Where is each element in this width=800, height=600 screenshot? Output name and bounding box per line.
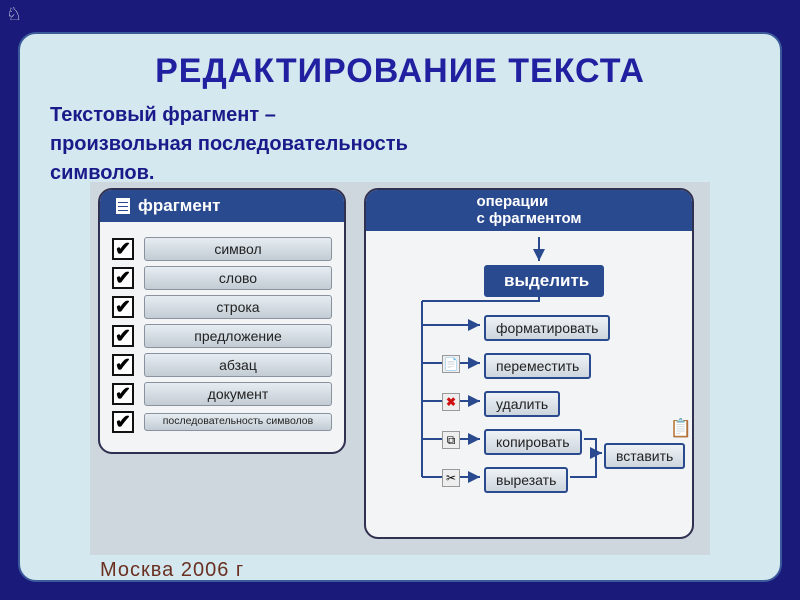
- checkbox-icon[interactable]: ✔: [112, 296, 134, 318]
- diagram: фрагмент ✔ символ ✔ слово ✔ строка: [90, 182, 710, 555]
- copy-icon: ⧉: [442, 431, 460, 449]
- subtitle-block: Текстовый фрагмент – произвольная послед…: [50, 103, 750, 186]
- node-copy[interactable]: копировать: [484, 429, 582, 455]
- move-icon: 📄: [442, 355, 460, 373]
- operations-card: операции с фрагментом: [364, 188, 694, 539]
- flowchart: выделить форматировать переместить удали…: [374, 235, 684, 525]
- subtitle-line: Текстовый фрагмент –: [50, 103, 750, 128]
- node-delete[interactable]: удалить: [484, 391, 560, 417]
- paste-icon: 📋: [672, 419, 690, 437]
- fragment-card-header: фрагмент: [100, 190, 344, 222]
- operations-card-header: операции с фрагментом: [366, 190, 692, 231]
- fragment-card: фрагмент ✔ символ ✔ слово ✔ строка: [98, 188, 346, 454]
- node-cut[interactable]: вырезать: [484, 467, 568, 493]
- list-item: ✔ абзац: [112, 353, 332, 377]
- checkbox-icon[interactable]: ✔: [112, 411, 134, 433]
- checkbox-icon[interactable]: ✔: [112, 238, 134, 260]
- list-item: ✔ предложение: [112, 324, 332, 348]
- item-label: документ: [144, 382, 332, 406]
- checkbox-icon[interactable]: ✔: [112, 325, 134, 347]
- item-label: строка: [144, 295, 332, 319]
- node-move[interactable]: переместить: [484, 353, 591, 379]
- cut-icon: ✂: [442, 469, 460, 487]
- fragment-header-label: фрагмент: [138, 196, 220, 216]
- footer: Москва 2006 г: [100, 559, 244, 582]
- checkbox-icon[interactable]: ✔: [112, 354, 134, 376]
- node-paste[interactable]: вставить: [604, 443, 685, 469]
- node-select[interactable]: выделить: [484, 265, 604, 297]
- corner-logo-icon: ♘: [6, 4, 24, 28]
- list-item: ✔ строка: [112, 295, 332, 319]
- delete-icon: ✖: [442, 393, 460, 411]
- item-label: слово: [144, 266, 332, 290]
- checkbox-icon[interactable]: ✔: [112, 267, 134, 289]
- list-item: ✔ документ: [112, 382, 332, 406]
- item-label: символ: [144, 237, 332, 261]
- subtitle-line: произвольная последовательность: [50, 132, 750, 157]
- page-title: РЕДАКТИРОВАНИЕ ТЕКСТА: [50, 52, 750, 91]
- list-item: ✔ символ: [112, 237, 332, 261]
- item-label: последовательность символов: [144, 413, 332, 430]
- item-label: абзац: [144, 353, 332, 377]
- node-format[interactable]: форматировать: [484, 315, 610, 341]
- list-item: ✔ последовательность символов: [112, 411, 332, 433]
- main-panel: РЕДАКТИРОВАНИЕ ТЕКСТА Текстовый фрагмент…: [18, 32, 782, 582]
- checkbox-icon[interactable]: ✔: [112, 383, 134, 405]
- item-label: предложение: [144, 324, 332, 348]
- document-icon: [116, 198, 130, 214]
- fragment-list: ✔ символ ✔ слово ✔ строка ✔ предложение: [100, 222, 344, 452]
- list-item: ✔ слово: [112, 266, 332, 290]
